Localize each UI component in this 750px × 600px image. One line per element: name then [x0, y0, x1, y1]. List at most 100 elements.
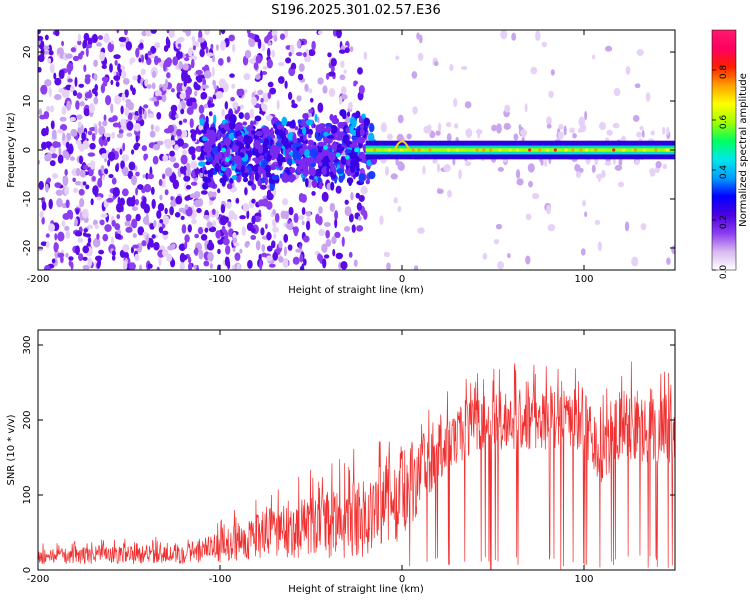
heatmap-cell: [61, 220, 66, 227]
heatmap-cell: [154, 125, 160, 133]
heatmap-cell: [287, 91, 293, 100]
heatmap-cell: [119, 43, 125, 48]
heatmap-cell: [102, 138, 108, 147]
heatmap-cell: [162, 83, 167, 92]
heatmap-cell: [179, 51, 183, 59]
spectrogram-x-ticks: -200 -100 0 100: [27, 30, 594, 285]
heatmap-cell: [74, 180, 82, 186]
heatmap-cell: [284, 80, 288, 89]
heatmap-cell: [231, 83, 236, 89]
heatmap-cell: [465, 128, 473, 138]
heatmap-cell: [121, 92, 126, 102]
heatmap-cell: [237, 122, 243, 131]
heatmap-cell: [112, 187, 120, 198]
heatmap-cell: [131, 206, 138, 212]
heatmap-cell: [285, 129, 289, 135]
heatmap-cell: [232, 101, 239, 109]
heatmap-cell: [140, 68, 146, 76]
colorbar: 0.0 0.2 0.4 0.6 0.8 Normalized spectral ampl…: [711, 29, 749, 279]
heatmap-cell: [231, 264, 235, 270]
heatmap-cell: [121, 188, 129, 197]
x-tick-label: 100: [574, 574, 593, 585]
heatmap-cell: [178, 102, 182, 111]
heatmap-cell: [661, 126, 666, 135]
heatmap-cell: [146, 84, 152, 89]
heatmap-cell: [203, 177, 212, 184]
heatmap-cell: [232, 43, 236, 53]
signal-peak: [466, 148, 470, 152]
heatmap-cell: [291, 119, 296, 129]
heatmap-cell: [436, 163, 441, 173]
heatmap-cell: [96, 42, 103, 47]
heatmap-cell: [166, 30, 170, 34]
heatmap-cell: [449, 63, 454, 72]
heatmap-cell: [249, 120, 254, 128]
heatmap-cell: [606, 129, 613, 136]
signal-peak: [498, 148, 502, 152]
heatmap-cell: [305, 211, 312, 217]
heatmap-cell: [247, 180, 254, 186]
heatmap-cell: [126, 121, 134, 131]
heatmap-cell: [345, 116, 351, 124]
heatmap-cell: [325, 122, 333, 128]
heatmap-cell: [397, 114, 404, 124]
heatmap-cell: [131, 149, 135, 155]
heatmap-cell: [77, 121, 82, 128]
heatmap-cell: [353, 82, 357, 87]
heatmap-cell: [110, 79, 114, 85]
heatmap-cell: [202, 182, 209, 190]
heatmap-cell: [224, 256, 229, 267]
snr-y-ticks: 300 200 100 0: [22, 335, 675, 573]
heatmap-cell: [598, 121, 606, 131]
heatmap-cell: [107, 159, 111, 167]
heatmap-cell: [169, 150, 175, 157]
heatmap-cell: [258, 155, 265, 160]
colorbar-frame: [711, 29, 737, 271]
heatmap-cell: [239, 248, 243, 254]
heatmap-cell: [328, 161, 334, 167]
heatmap-cell: [191, 58, 195, 69]
heatmap-cell: [262, 169, 267, 179]
heatmap-cell: [417, 52, 424, 61]
heatmap-cell: [632, 114, 640, 122]
heatmap-cell: [207, 190, 214, 198]
heatmap-cell: [251, 198, 256, 204]
heatmap-cell: [127, 170, 134, 180]
heatmap-cell: [111, 177, 117, 185]
heatmap-cell: [119, 148, 123, 155]
heatmap-cell: [318, 206, 323, 214]
heatmap-cell: [532, 193, 540, 200]
heatmap-cell: [87, 152, 96, 157]
signal-peak: [571, 148, 575, 152]
heatmap-cell: [269, 87, 277, 95]
heatmap-cell: [235, 197, 240, 204]
heatmap-cell: [199, 48, 205, 58]
heatmap-cell: [298, 63, 305, 72]
heatmap-cell: [592, 54, 596, 60]
heatmap-cell: [110, 236, 114, 245]
heatmap-cell: [254, 215, 261, 223]
heatmap-cell: [94, 223, 99, 230]
heatmap-cell: [175, 195, 183, 205]
heatmap-cell: [497, 166, 504, 172]
heatmap-cell: [158, 178, 163, 187]
heatmap-cell: [118, 128, 124, 134]
heatmap-cell: [274, 120, 283, 126]
heatmap-cell: [331, 236, 337, 244]
heatmap-cell: [266, 153, 272, 162]
heatmap-cell: [212, 94, 217, 100]
heatmap-cell: [169, 206, 174, 216]
heatmap-cell: [110, 40, 114, 45]
heatmap-cell: [384, 166, 389, 176]
heatmap-cell: [196, 75, 203, 83]
heatmap-cell: [636, 131, 642, 138]
signal-peak: [475, 148, 479, 152]
heatmap-cell: [305, 119, 314, 126]
heatmap-cell: [302, 112, 309, 120]
heatmap-cell: [185, 185, 192, 190]
heatmap-cell: [174, 212, 181, 218]
heatmap-cell: [182, 149, 188, 156]
heatmap-cell: [182, 63, 189, 71]
heatmap-cell: [258, 166, 264, 175]
heatmap-cell: [208, 133, 216, 142]
